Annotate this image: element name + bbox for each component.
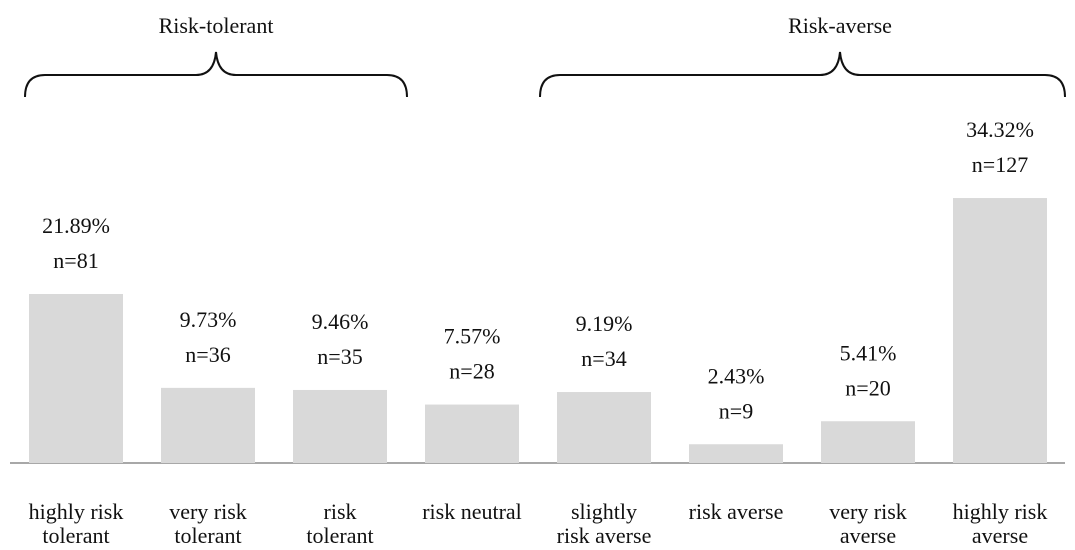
group-brace xyxy=(539,51,1066,98)
x-tick-label: very risk averse xyxy=(829,499,907,548)
bar xyxy=(293,389,387,463)
value-label: 9.73% xyxy=(180,307,237,332)
x-tick-label: risk tolerant xyxy=(306,499,374,548)
value-label: 34.32% xyxy=(966,117,1034,142)
bar xyxy=(161,387,255,463)
value-label: 21.89% xyxy=(42,213,110,238)
x-tick-label: very risk tolerant xyxy=(169,499,247,548)
x-tick-label: slightly risk averse xyxy=(556,499,652,548)
count-label: n=36 xyxy=(185,342,230,367)
value-label: 7.57% xyxy=(444,324,501,349)
group-label: Risk-averse xyxy=(788,13,892,38)
value-label: 2.43% xyxy=(708,363,765,388)
x-tick-label: risk averse xyxy=(688,499,784,524)
bar xyxy=(821,421,915,463)
value-label: 5.41% xyxy=(840,340,897,365)
bar xyxy=(29,294,123,463)
count-label: n=9 xyxy=(719,398,753,423)
x-tick-label: risk neutral xyxy=(422,499,522,524)
count-label: n=28 xyxy=(449,359,494,384)
value-label: 9.46% xyxy=(312,309,369,334)
group-label: Risk-tolerant xyxy=(159,13,274,38)
bar xyxy=(425,404,519,463)
x-tick-label: highly risk tolerant xyxy=(28,499,124,548)
count-label: n=35 xyxy=(317,344,362,369)
count-label: n=81 xyxy=(53,248,98,273)
count-label: n=20 xyxy=(845,375,890,400)
count-label: n=127 xyxy=(972,152,1028,177)
x-tick-label: highly risk averse xyxy=(952,499,1048,548)
count-label: n=34 xyxy=(581,346,626,371)
bar xyxy=(557,392,651,463)
group-brace xyxy=(24,51,408,98)
bar xyxy=(953,198,1047,463)
bar xyxy=(689,444,783,463)
value-label: 9.19% xyxy=(576,311,633,336)
